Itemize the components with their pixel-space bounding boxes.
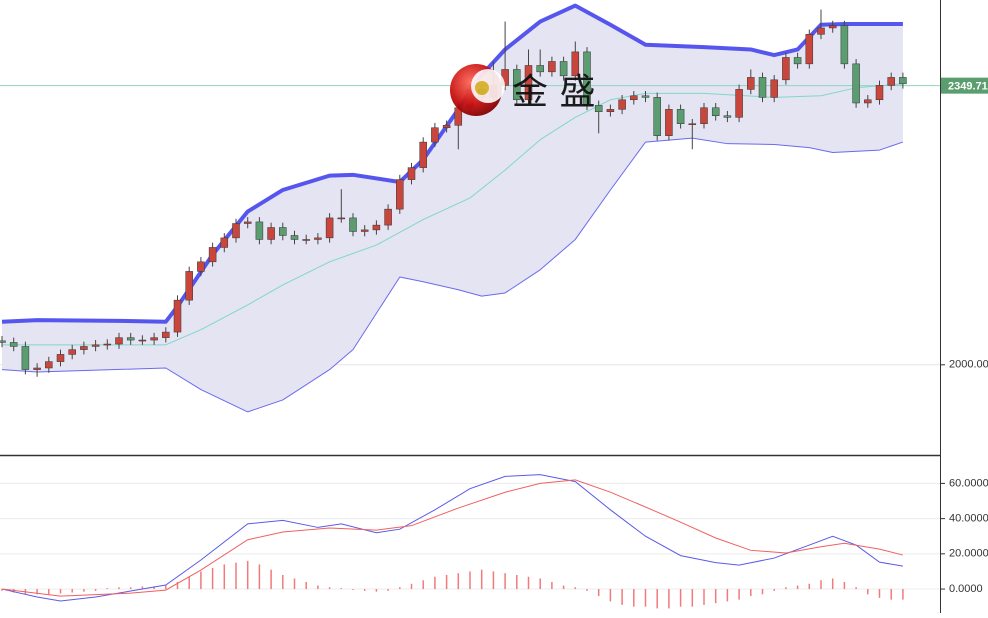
candle-body: [676, 109, 685, 124]
candle-body: [150, 337, 158, 341]
candle-body: [337, 217, 346, 220]
candle-body: [747, 77, 755, 90]
candle-body: [56, 354, 65, 362]
candle-body: [653, 97, 661, 136]
y-tick-label: 40.0000: [949, 513, 988, 525]
y-tick-label: 0.0000: [949, 583, 983, 595]
candle-body: [840, 25, 849, 65]
candle-body: [173, 299, 182, 333]
candle-body: [115, 337, 123, 345]
candle-body: [21, 346, 30, 370]
candle-body: [618, 99, 626, 110]
candle-body: [594, 105, 603, 113]
candle-body: [208, 247, 217, 263]
candle-body: [887, 77, 895, 86]
candle-body: [0, 340, 6, 343]
candle-body: [513, 69, 521, 101]
candle-body: [711, 107, 720, 116]
candle-body: [431, 127, 439, 143]
candle-body: [688, 123, 697, 125]
candle-body: [665, 109, 673, 136]
candle-body: [267, 227, 275, 240]
candle-body: [559, 61, 568, 77]
logo-dot: [475, 81, 489, 95]
candle-body: [852, 63, 860, 104]
candle-body: [162, 331, 170, 338]
candle-body: [33, 367, 41, 370]
candle-body: [325, 217, 334, 239]
y-tick-label: 20.0000: [949, 548, 988, 560]
candle-body: [770, 79, 778, 98]
candle-body: [864, 99, 872, 104]
candle-body: [419, 141, 427, 168]
candle-body: [302, 239, 310, 241]
candle-body: [349, 217, 357, 232]
candle-body: [396, 179, 404, 210]
candle-body: [805, 34, 814, 65]
y-tick-label: 60.0000: [949, 477, 988, 489]
candle-body: [442, 125, 451, 128]
candle-body: [700, 107, 708, 124]
band-area: [2, 5, 903, 412]
candle-body: [899, 77, 907, 85]
candle-body: [548, 61, 556, 73]
candle-body: [220, 237, 229, 248]
candle-body: [641, 95, 650, 98]
candle-body: [875, 85, 884, 101]
watermark: 金 盛: [450, 64, 595, 116]
candle-body: [817, 27, 825, 35]
candle-body: [68, 349, 76, 355]
candle-body: [360, 229, 369, 232]
candle-body: [536, 65, 544, 73]
candle-body: [91, 344, 100, 347]
candle-body: [524, 65, 533, 101]
candle-body: [103, 343, 112, 346]
candle-body: [735, 89, 743, 118]
candle-body: [126, 337, 135, 341]
candle-body: [630, 95, 638, 101]
candle-body: [782, 57, 790, 81]
band-line: [1, 137, 904, 413]
candle-body: [9, 342, 18, 347]
candle-body: [279, 227, 287, 236]
candle-body: [407, 167, 416, 180]
y-tick-label: 2000.00: [949, 359, 988, 371]
last-price-tag: [941, 77, 988, 94]
candle-body: [384, 208, 392, 226]
candle-body: [723, 115, 732, 118]
candle-body: [828, 25, 837, 29]
candle-body: [571, 51, 580, 77]
dea-line: [1, 479, 904, 597]
dif-line: [1, 474, 903, 602]
candle-body: [138, 339, 147, 342]
candle-body: [583, 51, 591, 106]
watermark-text: 金 盛: [512, 72, 595, 113]
last-price-label: 2349.71: [948, 81, 988, 93]
candle-body: [793, 57, 802, 65]
candle-body: [372, 224, 381, 231]
candle-body: [243, 221, 252, 224]
candle-body: [185, 271, 193, 301]
candle-body: [290, 235, 299, 240]
candle-body: [45, 361, 53, 369]
macd-panel: [0, 474, 945, 609]
candle-body: [758, 77, 767, 98]
candle-body: [197, 261, 205, 272]
candle-body: [314, 237, 322, 240]
candle-body: [606, 109, 615, 113]
candle-body: [255, 221, 264, 240]
candle-body: [80, 346, 88, 350]
candle-body: [232, 223, 240, 239]
